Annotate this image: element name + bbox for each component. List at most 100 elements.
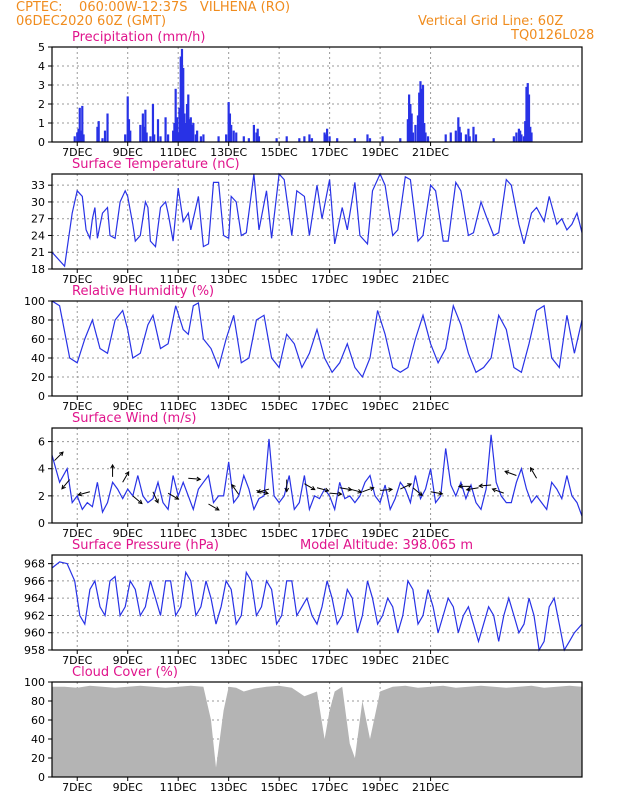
x-tick-label: 21DEC bbox=[412, 400, 449, 413]
wind-arrow bbox=[362, 487, 374, 493]
x-tick-label: 15DEC bbox=[261, 527, 298, 540]
wind-arrow bbox=[316, 487, 329, 492]
precip-bar bbox=[408, 94, 411, 142]
precip-bar bbox=[180, 48, 184, 142]
panel-title: Surface Temperature (nC) bbox=[72, 157, 240, 172]
wind-arrow bbox=[530, 467, 538, 479]
x-tick-label: 7DEC bbox=[62, 273, 92, 286]
x-tick-label: 13DEC bbox=[210, 654, 247, 667]
precip-bar bbox=[421, 85, 425, 142]
precip-bar bbox=[139, 124, 142, 142]
wind-arrow-head bbox=[264, 490, 270, 495]
x-tick-label: 15DEC bbox=[261, 400, 298, 413]
panel-frame bbox=[51, 300, 583, 397]
y-tick-label: 964 bbox=[24, 592, 45, 605]
wind-arrow bbox=[492, 488, 504, 494]
precip-bar bbox=[96, 126, 99, 142]
panel-title: Precipitation (mm/h) bbox=[72, 30, 205, 45]
precip-bar bbox=[82, 134, 85, 142]
wind-arrow-head bbox=[324, 487, 330, 493]
y-tick-label: 968 bbox=[24, 558, 45, 571]
wind-arrow bbox=[132, 495, 143, 504]
x-tick-label: 13DEC bbox=[210, 273, 247, 286]
precip-bar bbox=[97, 121, 100, 142]
precip-bar bbox=[336, 138, 339, 142]
precip-bar bbox=[124, 134, 127, 142]
precip-bar bbox=[474, 134, 478, 142]
x-tick-label: 7DEC bbox=[62, 527, 92, 540]
precip-bar bbox=[298, 138, 301, 142]
y-tick-label: 1 bbox=[38, 117, 45, 130]
series-line bbox=[51, 561, 583, 652]
precip-bar bbox=[156, 119, 160, 142]
wind-arrow-head bbox=[137, 499, 143, 505]
panel-frame bbox=[51, 427, 583, 524]
precip-bar bbox=[149, 136, 152, 142]
y-tick-label: 20 bbox=[31, 752, 45, 765]
x-tick-label: 11DEC bbox=[160, 273, 197, 286]
x-tick-label: 13DEC bbox=[210, 400, 247, 413]
precip-bar bbox=[410, 113, 413, 142]
precip-bar bbox=[106, 113, 109, 142]
x-tick-label: 21DEC bbox=[412, 527, 449, 540]
precip-bar bbox=[179, 56, 182, 142]
series-line bbox=[51, 434, 583, 517]
y-tick-label: 0 bbox=[38, 390, 45, 403]
precip-bar bbox=[444, 134, 447, 142]
precip-bar bbox=[78, 107, 81, 142]
wind-arrow bbox=[349, 488, 362, 493]
wind-arrow bbox=[504, 470, 517, 476]
x-tick-label: 7DEC bbox=[62, 146, 92, 159]
wind-arrow bbox=[329, 492, 342, 495]
precip-bar bbox=[182, 67, 185, 142]
precip-bar bbox=[178, 107, 181, 142]
wind-arrow-head bbox=[357, 489, 363, 494]
precip-bar bbox=[458, 126, 461, 142]
precip-bar bbox=[257, 136, 261, 142]
wind-arrow-head bbox=[530, 466, 535, 472]
precip-bar bbox=[454, 130, 457, 142]
precip-bar bbox=[368, 138, 372, 142]
x-tick-label: 17DEC bbox=[311, 146, 348, 159]
precip-bar bbox=[526, 83, 529, 142]
precip-bar bbox=[527, 94, 531, 142]
wind-arrow bbox=[188, 477, 201, 480]
precip-bar bbox=[79, 130, 83, 142]
precip-bar bbox=[409, 104, 412, 142]
wind-arrow-head bbox=[110, 463, 115, 469]
precip-bar bbox=[366, 134, 369, 142]
precip-bar bbox=[174, 88, 177, 142]
x-tick-label: 15DEC bbox=[261, 146, 298, 159]
precip-bar bbox=[353, 138, 356, 142]
x-tick-label: 17DEC bbox=[311, 527, 348, 540]
wind-arrow-head bbox=[310, 485, 316, 491]
panel-title: Cloud Cover (%) bbox=[72, 665, 178, 680]
y-tick-label: 5 bbox=[38, 41, 45, 54]
y-tick-label: 3 bbox=[38, 79, 45, 92]
precip-bar bbox=[530, 132, 533, 142]
wind-arrow-head bbox=[284, 487, 290, 493]
wind-arrow bbox=[231, 484, 240, 495]
precip-bar bbox=[328, 136, 331, 142]
wind-arrow-head bbox=[491, 487, 497, 493]
wind-arrow bbox=[400, 483, 412, 490]
x-tick-label: 21DEC bbox=[412, 781, 449, 794]
precip-bar bbox=[420, 88, 423, 142]
precip-bar bbox=[76, 132, 79, 142]
precip-bar bbox=[492, 138, 495, 142]
precip-bar bbox=[159, 136, 162, 142]
x-tick-label: 15DEC bbox=[261, 781, 298, 794]
wind-arrow-head bbox=[478, 483, 484, 489]
wind-arrow bbox=[152, 491, 159, 503]
wind-arrow-head bbox=[337, 491, 343, 497]
precip-bar bbox=[406, 119, 409, 142]
precip-bar bbox=[230, 124, 233, 142]
precip-bar bbox=[411, 132, 415, 142]
x-tick-label: 17DEC bbox=[311, 654, 348, 667]
precip-bar bbox=[199, 136, 203, 142]
y-tick-label: 0 bbox=[38, 771, 45, 784]
y-tick-label: 60 bbox=[31, 714, 45, 727]
precip-bar bbox=[256, 128, 259, 142]
x-tick-label: 17DEC bbox=[311, 400, 348, 413]
series-line bbox=[51, 300, 583, 379]
